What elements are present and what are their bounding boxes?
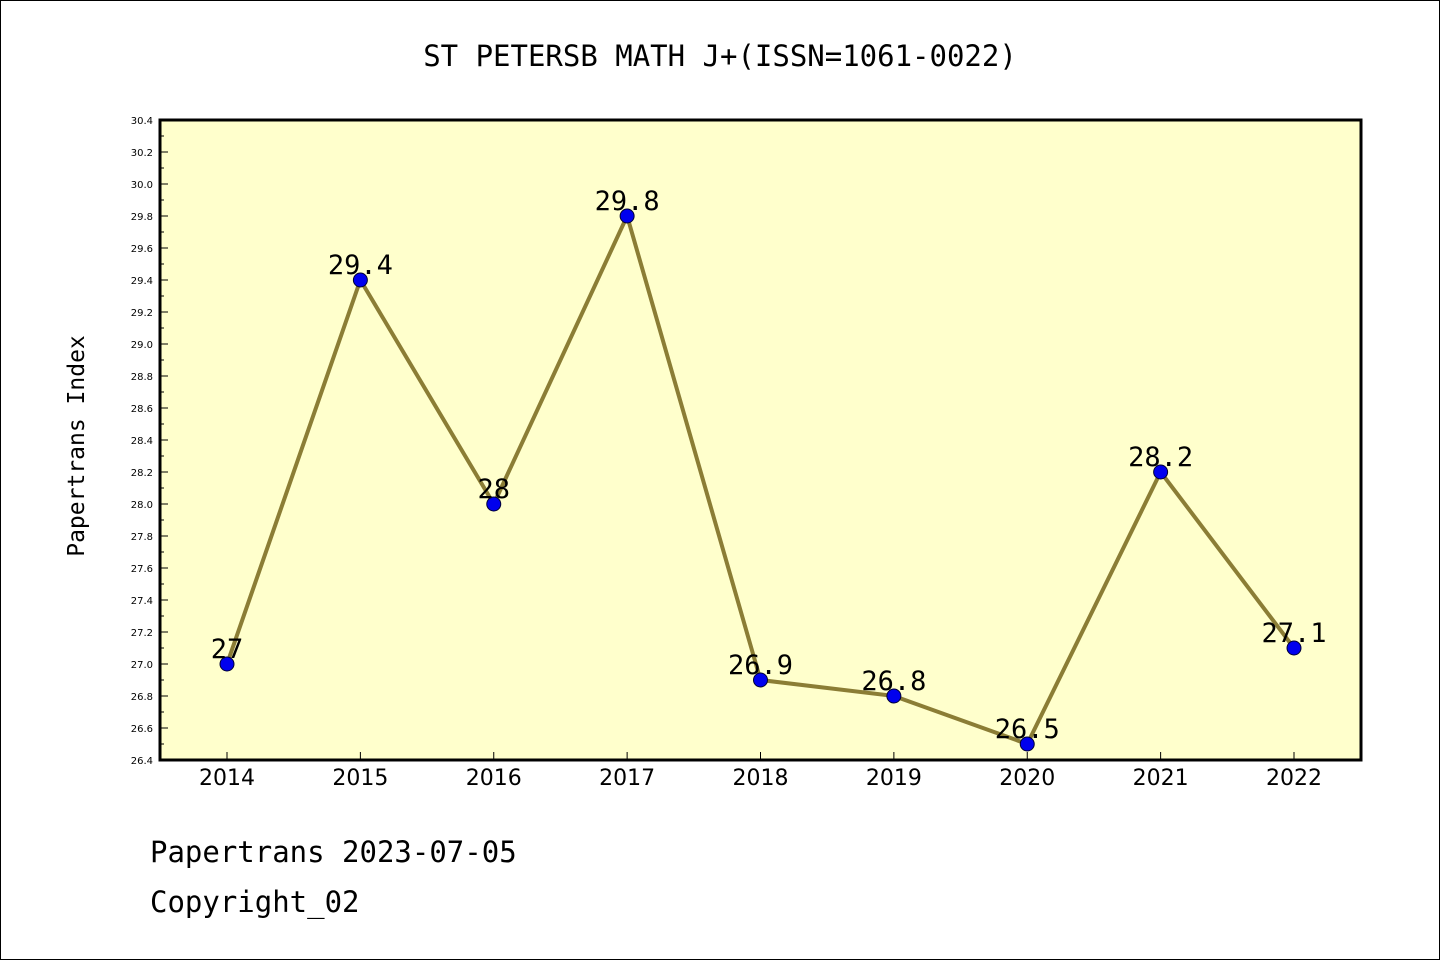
data-point	[352, 272, 368, 288]
y-tick-label: 28.6	[131, 404, 153, 415]
data-point	[753, 672, 768, 688]
data-label: 29.4	[328, 250, 393, 281]
x-tick-label: 2014	[199, 766, 255, 791]
data-point	[1286, 640, 1302, 656]
y-tick-label: 26.4	[131, 756, 153, 767]
data-point	[619, 208, 635, 224]
y-tick-label: 28.4	[131, 436, 153, 447]
data-labels-group: 27 29.4 28 29.8 26.9 26.8 26.5 28.2 27.1	[211, 186, 1327, 745]
y-tick-label: 27.0	[131, 660, 153, 671]
x-tick-label: 2018	[733, 766, 789, 791]
y-tick-label: 27.6	[131, 564, 153, 575]
data-label: 29.8	[595, 186, 660, 217]
y-tick-label: 27.2	[131, 628, 153, 639]
data-point	[219, 656, 235, 672]
data-point	[1019, 736, 1035, 752]
series-line-group	[219, 208, 1302, 752]
data-point	[1153, 464, 1169, 480]
data-label: 28.2	[1128, 442, 1193, 473]
data-label: 26.5	[995, 714, 1060, 745]
y-axis: 26.4 26.6 26.8 27.0 27.2 27.4 27.6 27.8 28.0 28.2…	[131, 116, 168, 767]
data-label: 27.1	[1261, 618, 1326, 649]
x-tick-label: 2021	[1133, 766, 1189, 791]
y-axis-label: Papertrans Index	[64, 335, 90, 557]
footer-copyright: Copyright_02	[150, 885, 360, 919]
footer-date: Papertrans 2023-07-05	[150, 835, 517, 869]
y-tick-label: 29.8	[131, 212, 153, 223]
x-tick-label: 2020	[999, 766, 1055, 791]
y-tick-label: 26.6	[131, 724, 153, 735]
data-label: 27	[211, 634, 244, 665]
plot-area	[160, 120, 1361, 760]
data-point	[486, 496, 502, 512]
x-tick-label: 2016	[466, 766, 522, 791]
y-tick-label: 29.6	[131, 244, 153, 255]
y-tick-label: 30.2	[131, 148, 153, 159]
y-tick-label: 30.4	[131, 116, 153, 127]
y-tick-label: 29.4	[131, 276, 153, 287]
data-point	[886, 688, 902, 704]
y-tick-label: 28.2	[131, 468, 153, 479]
y-tick-label: 30.0	[131, 180, 153, 191]
plot-border	[158, 118, 1363, 762]
y-tick-label: 28.0	[131, 500, 153, 511]
chart-title: ST PETERSB MATH J+(ISSN=1061-0022)	[423, 39, 1017, 73]
y-tick-label: 29.2	[131, 308, 153, 319]
y-tick-label: 26.8	[131, 692, 153, 703]
data-label: 26.9	[728, 650, 793, 681]
x-axis: 2014 2015 2016 2017 2018 2019 2020 2021 2022	[199, 752, 1322, 791]
y-tick-label: 27.8	[131, 532, 153, 543]
x-tick-label: 2019	[866, 766, 922, 791]
data-label: 26.8	[861, 666, 926, 697]
y-tick-label: 29.0	[131, 340, 153, 351]
y-tick-label: 27.4	[131, 596, 153, 607]
x-tick-label: 2017	[599, 766, 655, 791]
y-tick-label: 28.8	[131, 372, 153, 383]
x-tick-label: 2022	[1266, 766, 1322, 791]
data-label: 28	[477, 474, 510, 505]
x-tick-label: 2015	[332, 766, 388, 791]
